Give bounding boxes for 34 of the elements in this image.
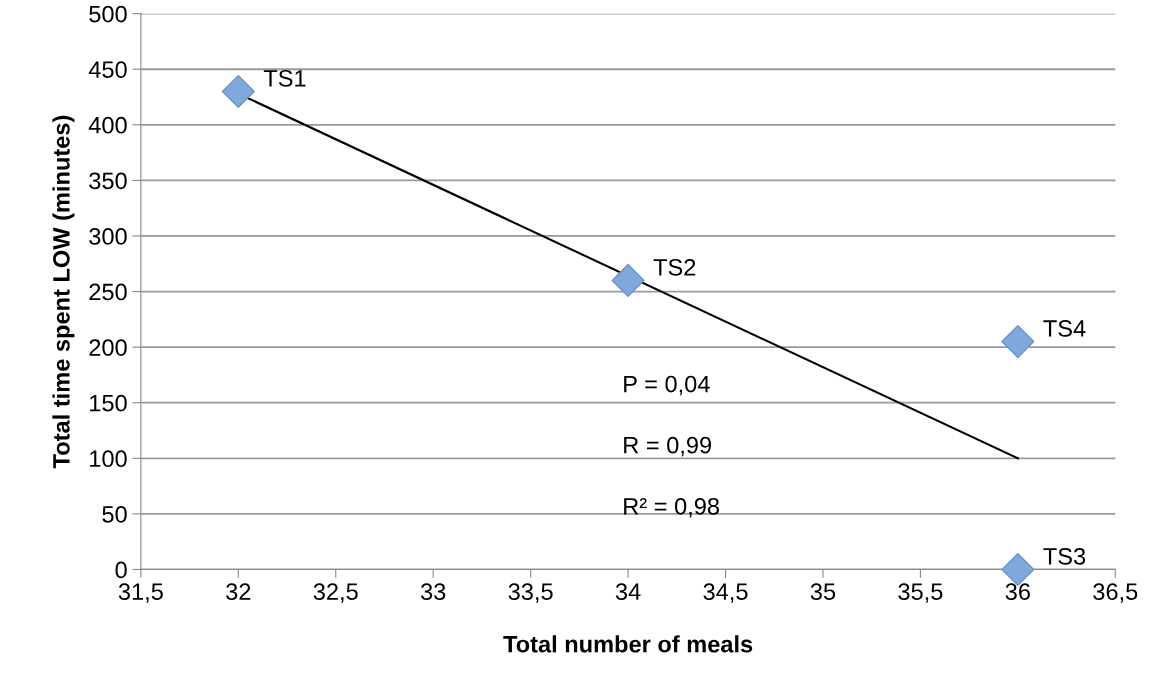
annotation: TS4 bbox=[1043, 320, 1086, 337]
x-axis-title: Total number of meals bbox=[503, 635, 753, 653]
y-tick-label: 0 bbox=[115, 561, 127, 579]
y-tick-label: 100 bbox=[90, 450, 127, 468]
point bbox=[611, 263, 645, 297]
y-tick-label: 250 bbox=[89, 283, 127, 301]
x-tick-label: 36,5 bbox=[1093, 583, 1138, 603]
annotation: R² = 0,98 bbox=[624, 497, 719, 518]
y-tick-label: 500 bbox=[89, 5, 127, 23]
y-tick-label: 50 bbox=[102, 505, 127, 523]
x-tick-label: 34,5 bbox=[703, 583, 748, 603]
x-tick-label: 32,5 bbox=[313, 583, 358, 603]
y-tick-label: 300 bbox=[89, 228, 127, 245]
annotation: TS3 bbox=[1043, 547, 1086, 565]
x-tick-label: 35 bbox=[810, 583, 836, 601]
y-tick-label: 350 bbox=[89, 172, 127, 190]
x-tick-label: 34 bbox=[615, 583, 641, 601]
point bbox=[1001, 325, 1035, 359]
x-tick-label: 32 bbox=[226, 583, 251, 601]
x-tick-label: 33 bbox=[420, 583, 446, 601]
x-tick-label: 33,5 bbox=[508, 583, 553, 603]
y-axis-title: Total time spent LOW (minutes) bbox=[52, 115, 75, 469]
y-tick-label: 400 bbox=[88, 116, 127, 134]
annotation: R = 0,99 bbox=[624, 436, 712, 457]
x-tick-label: 35,5 bbox=[898, 583, 943, 603]
x-tick-label: 31,5 bbox=[118, 583, 163, 603]
y-tick-label: 450 bbox=[88, 61, 127, 79]
annotation: P = 0,04 bbox=[624, 375, 710, 396]
y-tick-label: 150 bbox=[90, 394, 127, 412]
annotation: TS2 bbox=[653, 258, 696, 276]
annotation: TS1 bbox=[263, 69, 306, 87]
y-tick-label: 200 bbox=[89, 339, 127, 356]
x-tick-label: 36 bbox=[1005, 583, 1030, 601]
point bbox=[221, 74, 255, 108]
